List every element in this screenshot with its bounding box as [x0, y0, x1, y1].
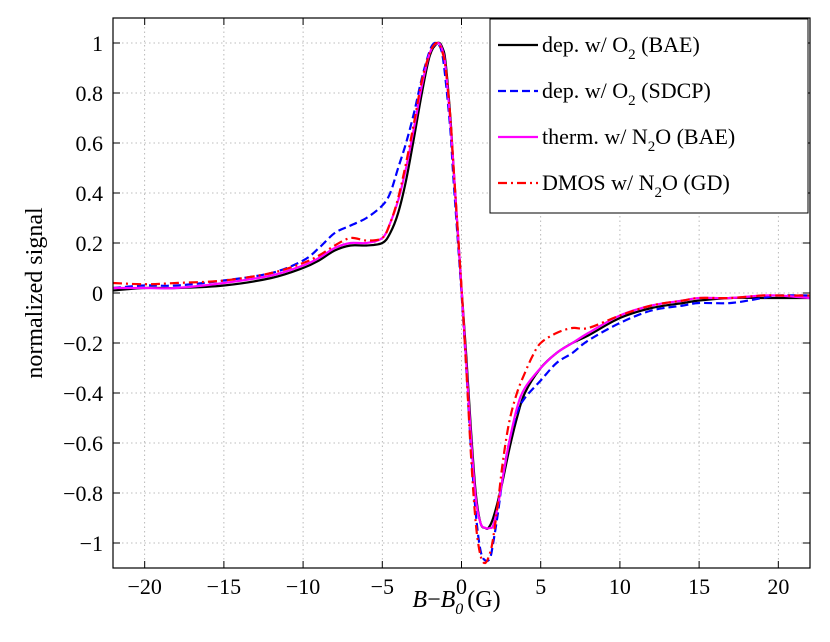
legend-label-text: dep. w/ O [542, 32, 628, 57]
legend-label-text: dep. w/ O [542, 78, 628, 103]
series-layer [112, 41, 811, 565]
x-axis-label-b: B [412, 587, 427, 613]
x-tick-label: 20 [767, 574, 789, 599]
legend-label-subscript: 2 [654, 185, 662, 201]
legend-label-subscript: 2 [628, 93, 636, 109]
x-axis-label-b0: B [441, 587, 456, 613]
legend-label-text: therm. w/ N [542, 124, 648, 149]
x-tick-label: 10 [609, 574, 631, 599]
y-tick-label: 0.4 [76, 181, 104, 206]
y-tick-label: −0.2 [63, 331, 103, 356]
tick-labels: −20 −15 −10 −5 0 5 10 15 20 −1 −0.8 −0.6 −0.4 −0.2 0 0.… [63, 31, 789, 599]
legend-label-text: (BAE) [636, 32, 700, 57]
x-axis-label-unit: (G) [467, 587, 500, 613]
y-tick-label: 0 [92, 281, 103, 306]
x-axis-label-subscript: 0 [455, 601, 463, 618]
legend-label-text: (SDCP) [636, 78, 711, 103]
legend-box [489, 18, 809, 214]
x-tick-label: 5 [535, 574, 546, 599]
legend: dep. w/ O2 (BAE)dep. w/ O2 (SDCP)therm. … [489, 18, 809, 214]
series-line-4 [112, 41, 810, 565]
legend-label-text: DMOS w/ N [542, 170, 655, 195]
legend-label-subscript: 2 [628, 47, 636, 63]
x-tick-label: −5 [371, 574, 394, 599]
x-axis-label-minus: − [427, 587, 441, 613]
legend-label-2: dep. w/ O2 (SDCP) [542, 78, 711, 109]
series-line-2 [112, 41, 811, 563]
y-tick-label: 0.2 [76, 231, 104, 256]
y-axis-label: normalized signal [22, 207, 48, 379]
x-tick-label: −20 [127, 574, 161, 599]
legend-label-4: DMOS w/ N2O (GD) [542, 170, 730, 201]
x-tick-label: 0 [456, 574, 467, 599]
legend-entries: dep. w/ O2 (BAE)dep. w/ O2 (SDCP)therm. … [498, 32, 735, 201]
y-tick-label: −0.8 [63, 481, 103, 506]
legend-label-1: dep. w/ O2 (BAE) [542, 32, 700, 63]
legend-label-subscript: 2 [648, 139, 656, 155]
y-tick-label: −0.4 [63, 381, 103, 406]
legend-label-text: O (GD) [662, 170, 730, 195]
y-tick-label: −1 [80, 531, 103, 556]
x-axis-label: B−B0 (G) [412, 587, 500, 618]
legend-label-3: therm. w/ N2O (BAE) [542, 124, 735, 155]
legend-label-text: O (BAE) [655, 124, 735, 149]
y-tick-label: 0.6 [76, 131, 104, 156]
x-tick-label: 15 [688, 574, 710, 599]
x-tick-label: −15 [207, 574, 241, 599]
y-tick-label: 1 [92, 31, 103, 56]
y-tick-label: 0.8 [76, 81, 104, 106]
y-tick-label: −0.6 [63, 431, 103, 456]
x-tick-label: −10 [286, 574, 320, 599]
ticks [113, 18, 810, 568]
